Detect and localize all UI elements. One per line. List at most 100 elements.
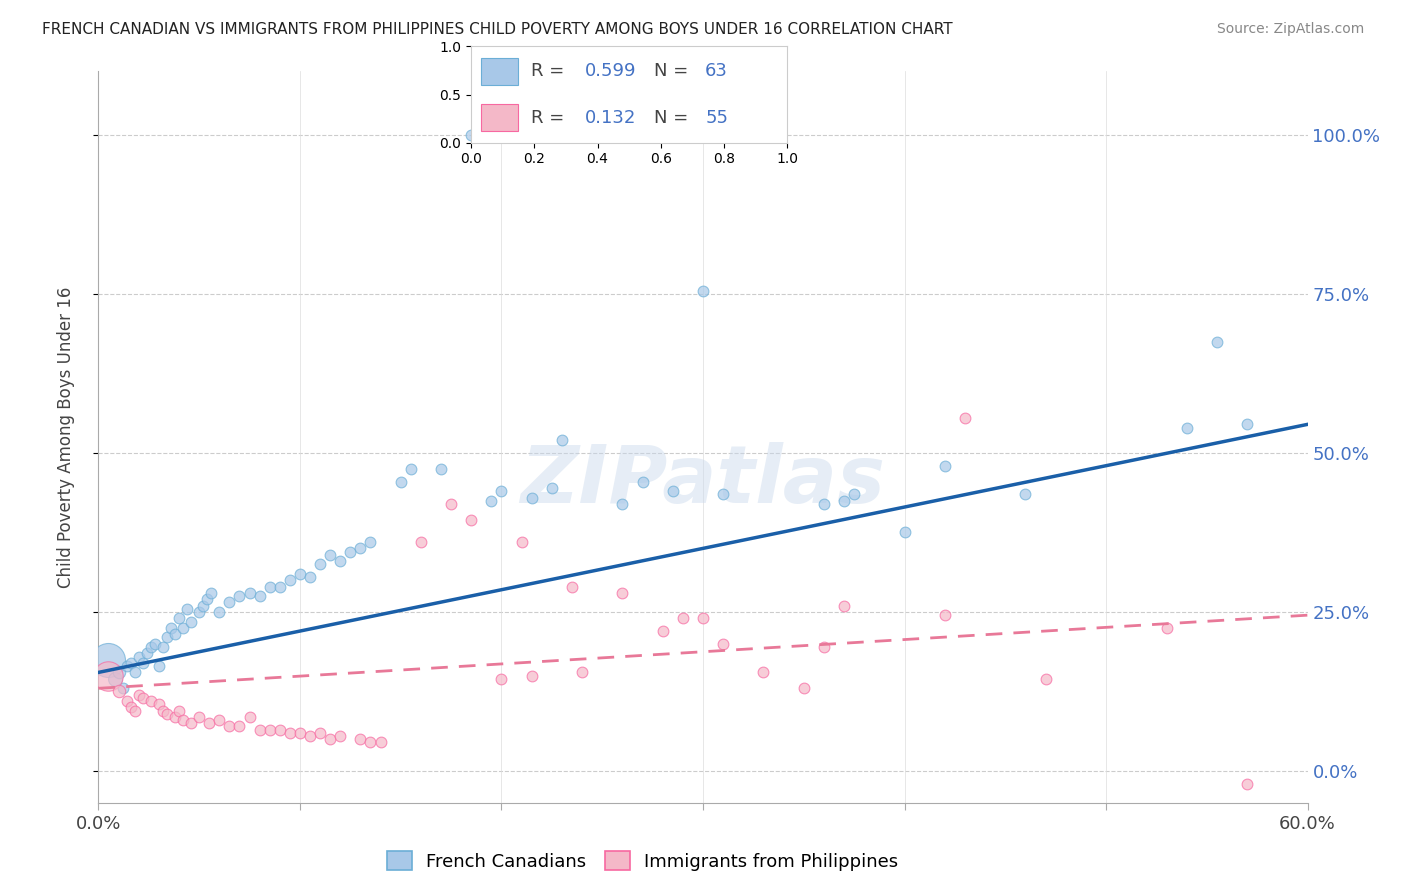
Point xyxy=(111,681,134,696)
Point xyxy=(612,497,634,511)
FancyBboxPatch shape xyxy=(481,104,519,131)
Point xyxy=(813,497,835,511)
Text: FRENCH CANADIAN VS IMMIGRANTS FROM PHILIPPINES CHILD POVERTY AMONG BOYS UNDER 16: FRENCH CANADIAN VS IMMIGRANTS FROM PHILI… xyxy=(42,22,953,37)
Point xyxy=(208,605,231,619)
Point xyxy=(460,128,482,142)
Point xyxy=(172,713,194,727)
Point xyxy=(370,735,392,749)
Point xyxy=(832,599,855,613)
Point xyxy=(349,732,371,747)
Point xyxy=(612,586,634,600)
Point xyxy=(1014,487,1036,501)
Point xyxy=(249,723,271,737)
Point xyxy=(491,484,513,499)
Point xyxy=(128,688,150,702)
Point xyxy=(309,558,332,572)
Point xyxy=(520,491,543,505)
Point xyxy=(711,487,734,501)
Point xyxy=(813,640,835,654)
Point xyxy=(200,586,222,600)
Point xyxy=(180,716,202,731)
Point xyxy=(481,493,503,508)
Point xyxy=(329,729,352,743)
Point xyxy=(107,665,129,680)
Point xyxy=(360,735,382,749)
Point xyxy=(218,595,240,609)
Point xyxy=(339,544,361,558)
Point xyxy=(319,548,342,562)
Point xyxy=(288,726,311,740)
Point xyxy=(661,484,683,499)
Point xyxy=(172,621,194,635)
Point xyxy=(934,458,956,473)
Legend: French Canadians, Immigrants from Philippines: French Canadians, Immigrants from Philip… xyxy=(380,844,905,878)
Point xyxy=(156,706,179,721)
Point xyxy=(163,710,186,724)
Point xyxy=(176,602,198,616)
Point xyxy=(198,716,221,731)
Point xyxy=(440,497,463,511)
Point xyxy=(148,659,170,673)
Point xyxy=(409,535,432,549)
Point xyxy=(692,284,714,298)
Text: R =: R = xyxy=(531,62,569,80)
Y-axis label: Child Poverty Among Boys Under 16: Child Poverty Among Boys Under 16 xyxy=(56,286,75,588)
Point xyxy=(148,697,170,711)
Point xyxy=(128,649,150,664)
Point xyxy=(510,535,533,549)
Point xyxy=(672,611,695,625)
Point xyxy=(139,694,162,708)
Point xyxy=(329,554,352,568)
Point xyxy=(269,723,291,737)
Point xyxy=(152,704,174,718)
Point xyxy=(132,690,155,705)
Point xyxy=(132,656,155,670)
Point xyxy=(389,475,412,489)
Point xyxy=(259,580,281,594)
Point xyxy=(711,637,734,651)
Point xyxy=(239,710,262,724)
Point xyxy=(107,684,129,698)
Text: 0.132: 0.132 xyxy=(585,109,637,128)
Point xyxy=(288,566,311,581)
Point xyxy=(893,525,915,540)
Point xyxy=(115,659,138,673)
Point xyxy=(1175,420,1198,434)
Point xyxy=(360,535,382,549)
Point xyxy=(152,640,174,654)
Point xyxy=(953,411,976,425)
Point xyxy=(124,704,146,718)
Point xyxy=(1236,777,1258,791)
Text: R =: R = xyxy=(531,109,569,128)
Point xyxy=(195,592,218,607)
Point xyxy=(163,627,186,641)
Point xyxy=(692,611,714,625)
Text: 55: 55 xyxy=(706,109,728,128)
Point xyxy=(115,694,138,708)
Point xyxy=(561,580,583,594)
Point xyxy=(299,570,322,584)
Point xyxy=(319,732,342,747)
Point xyxy=(520,668,543,682)
Point xyxy=(269,580,291,594)
Point xyxy=(193,599,215,613)
Point xyxy=(180,615,202,629)
Text: ZIPatlas: ZIPatlas xyxy=(520,442,886,520)
Point xyxy=(278,726,301,740)
Point xyxy=(551,434,574,448)
Point xyxy=(349,541,371,556)
Point xyxy=(460,513,482,527)
Point xyxy=(259,723,281,737)
Text: N =: N = xyxy=(655,109,695,128)
Point xyxy=(793,681,815,696)
Point xyxy=(103,672,125,686)
Text: 0.599: 0.599 xyxy=(585,62,637,80)
Point xyxy=(120,700,142,714)
Point xyxy=(97,653,120,667)
Point xyxy=(160,621,183,635)
Point xyxy=(239,586,262,600)
Point xyxy=(399,462,422,476)
Point xyxy=(167,611,190,625)
Point xyxy=(491,672,513,686)
Point xyxy=(188,605,211,619)
